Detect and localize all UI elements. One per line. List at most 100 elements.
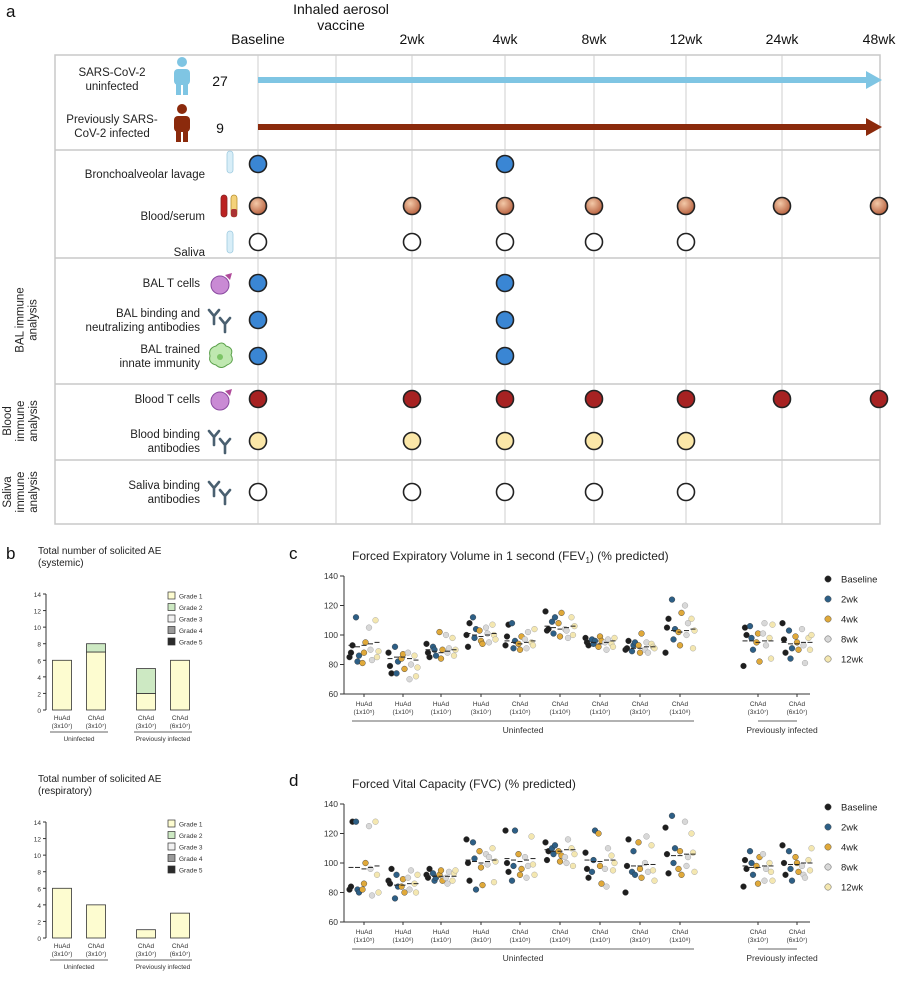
data-point bbox=[608, 852, 615, 859]
data-point bbox=[347, 649, 355, 656]
data-point bbox=[563, 627, 570, 634]
cohort-count: 27 bbox=[212, 73, 228, 89]
group-label: Uninfected bbox=[503, 953, 544, 963]
timepoint-label: 2wk bbox=[400, 31, 426, 47]
x-category-label: ChAd bbox=[750, 701, 767, 708]
data-point bbox=[352, 614, 360, 621]
data-point bbox=[568, 845, 575, 852]
bar-segment bbox=[86, 904, 106, 939]
bar-segment bbox=[52, 659, 72, 711]
person-icon bbox=[183, 130, 188, 142]
data-point bbox=[523, 874, 530, 881]
data-point bbox=[788, 645, 796, 652]
data-point bbox=[598, 880, 605, 887]
legend-swatch bbox=[824, 595, 832, 603]
x-dose-label: (1x10⁵) bbox=[509, 937, 530, 944]
legend-label: 12wk bbox=[841, 883, 863, 894]
data-point bbox=[665, 870, 672, 877]
timepoint-label: 12wk bbox=[670, 31, 704, 47]
legend-swatch bbox=[167, 603, 176, 611]
data-point bbox=[521, 636, 529, 643]
legend-swatch bbox=[824, 823, 832, 831]
antibody-icon bbox=[218, 316, 232, 334]
data-point bbox=[671, 845, 679, 852]
x-category-label: ChAd bbox=[172, 943, 189, 950]
data-point bbox=[754, 880, 762, 887]
legend-label: Grade 1 bbox=[179, 594, 203, 601]
data-point bbox=[670, 859, 677, 867]
group-label: Uninfected bbox=[63, 736, 94, 743]
arrow-head bbox=[866, 71, 882, 89]
group-label: Uninfected bbox=[63, 964, 94, 971]
data-point bbox=[347, 883, 355, 890]
data-point bbox=[372, 617, 379, 624]
data-point bbox=[625, 836, 632, 843]
legend-label: Grade 5 bbox=[179, 640, 203, 647]
data-point bbox=[479, 882, 486, 889]
y-tick-label: 12 bbox=[34, 609, 42, 616]
sample-dot bbox=[495, 273, 515, 293]
legend-swatch bbox=[167, 865, 176, 874]
data-point bbox=[676, 642, 684, 649]
x-dose-label: (1x10⁶) bbox=[392, 937, 413, 944]
data-point bbox=[668, 596, 676, 603]
y-tick-label: 140 bbox=[324, 799, 338, 809]
x-category-label: ChAd bbox=[750, 929, 767, 936]
sample-dot bbox=[772, 196, 792, 216]
x-dose-label: (1x10⁶) bbox=[549, 937, 570, 944]
antibody-icon bbox=[207, 429, 221, 447]
sample-dot bbox=[584, 196, 604, 216]
data-point bbox=[625, 637, 632, 645]
legend-label: Baseline bbox=[841, 803, 877, 814]
antibody-icon bbox=[218, 488, 232, 506]
data-point bbox=[678, 871, 685, 878]
timepoint-label: 8wk bbox=[582, 31, 608, 47]
legend-swatch bbox=[167, 831, 176, 839]
data-point bbox=[759, 630, 767, 637]
data-point bbox=[761, 877, 768, 884]
data-point bbox=[359, 659, 366, 667]
data-point bbox=[665, 615, 672, 622]
x-category-label: ChAd bbox=[592, 929, 609, 936]
data-point bbox=[375, 889, 382, 896]
sample-dot bbox=[676, 482, 696, 502]
sample-dot bbox=[248, 431, 268, 451]
person-icon bbox=[183, 83, 188, 95]
data-point bbox=[404, 649, 412, 656]
legend-label: 8wk bbox=[841, 635, 858, 646]
data-point bbox=[684, 853, 692, 861]
t-cell-icon bbox=[225, 389, 232, 396]
x-dose-label: (6x10⁷) bbox=[787, 709, 808, 716]
data-point bbox=[668, 812, 676, 819]
data-point bbox=[779, 620, 786, 627]
data-point bbox=[482, 624, 490, 631]
timepoint-label: 48wk bbox=[863, 31, 897, 47]
data-point bbox=[426, 654, 433, 661]
data-point bbox=[762, 865, 770, 873]
sample-dot bbox=[495, 310, 515, 330]
antibody-icon bbox=[207, 308, 221, 326]
chart-respiratory-ae: Total number of solicited AE (respiratory… bbox=[34, 774, 203, 971]
data-point bbox=[551, 842, 559, 849]
legend-swatch bbox=[824, 803, 832, 811]
x-category-label: ChAd bbox=[512, 929, 529, 936]
data-point bbox=[756, 658, 763, 665]
data-point bbox=[635, 642, 642, 649]
data-point bbox=[531, 625, 538, 633]
data-point bbox=[595, 643, 602, 650]
panel-label-b: b bbox=[6, 544, 15, 563]
y-tick-label: 8 bbox=[37, 870, 41, 877]
x-dose-label: (1x10⁸) bbox=[669, 709, 690, 716]
data-point bbox=[466, 877, 473, 884]
data-point bbox=[798, 862, 806, 870]
data-point bbox=[743, 865, 750, 873]
x-dose-label: (3x10⁷) bbox=[748, 709, 769, 716]
bar-segment bbox=[86, 643, 106, 653]
data-point bbox=[759, 851, 767, 858]
sample-dot bbox=[248, 482, 268, 502]
antibody-icon bbox=[218, 437, 232, 455]
sample-dot bbox=[495, 346, 515, 366]
arrow-head bbox=[866, 118, 882, 136]
data-point bbox=[368, 892, 376, 899]
